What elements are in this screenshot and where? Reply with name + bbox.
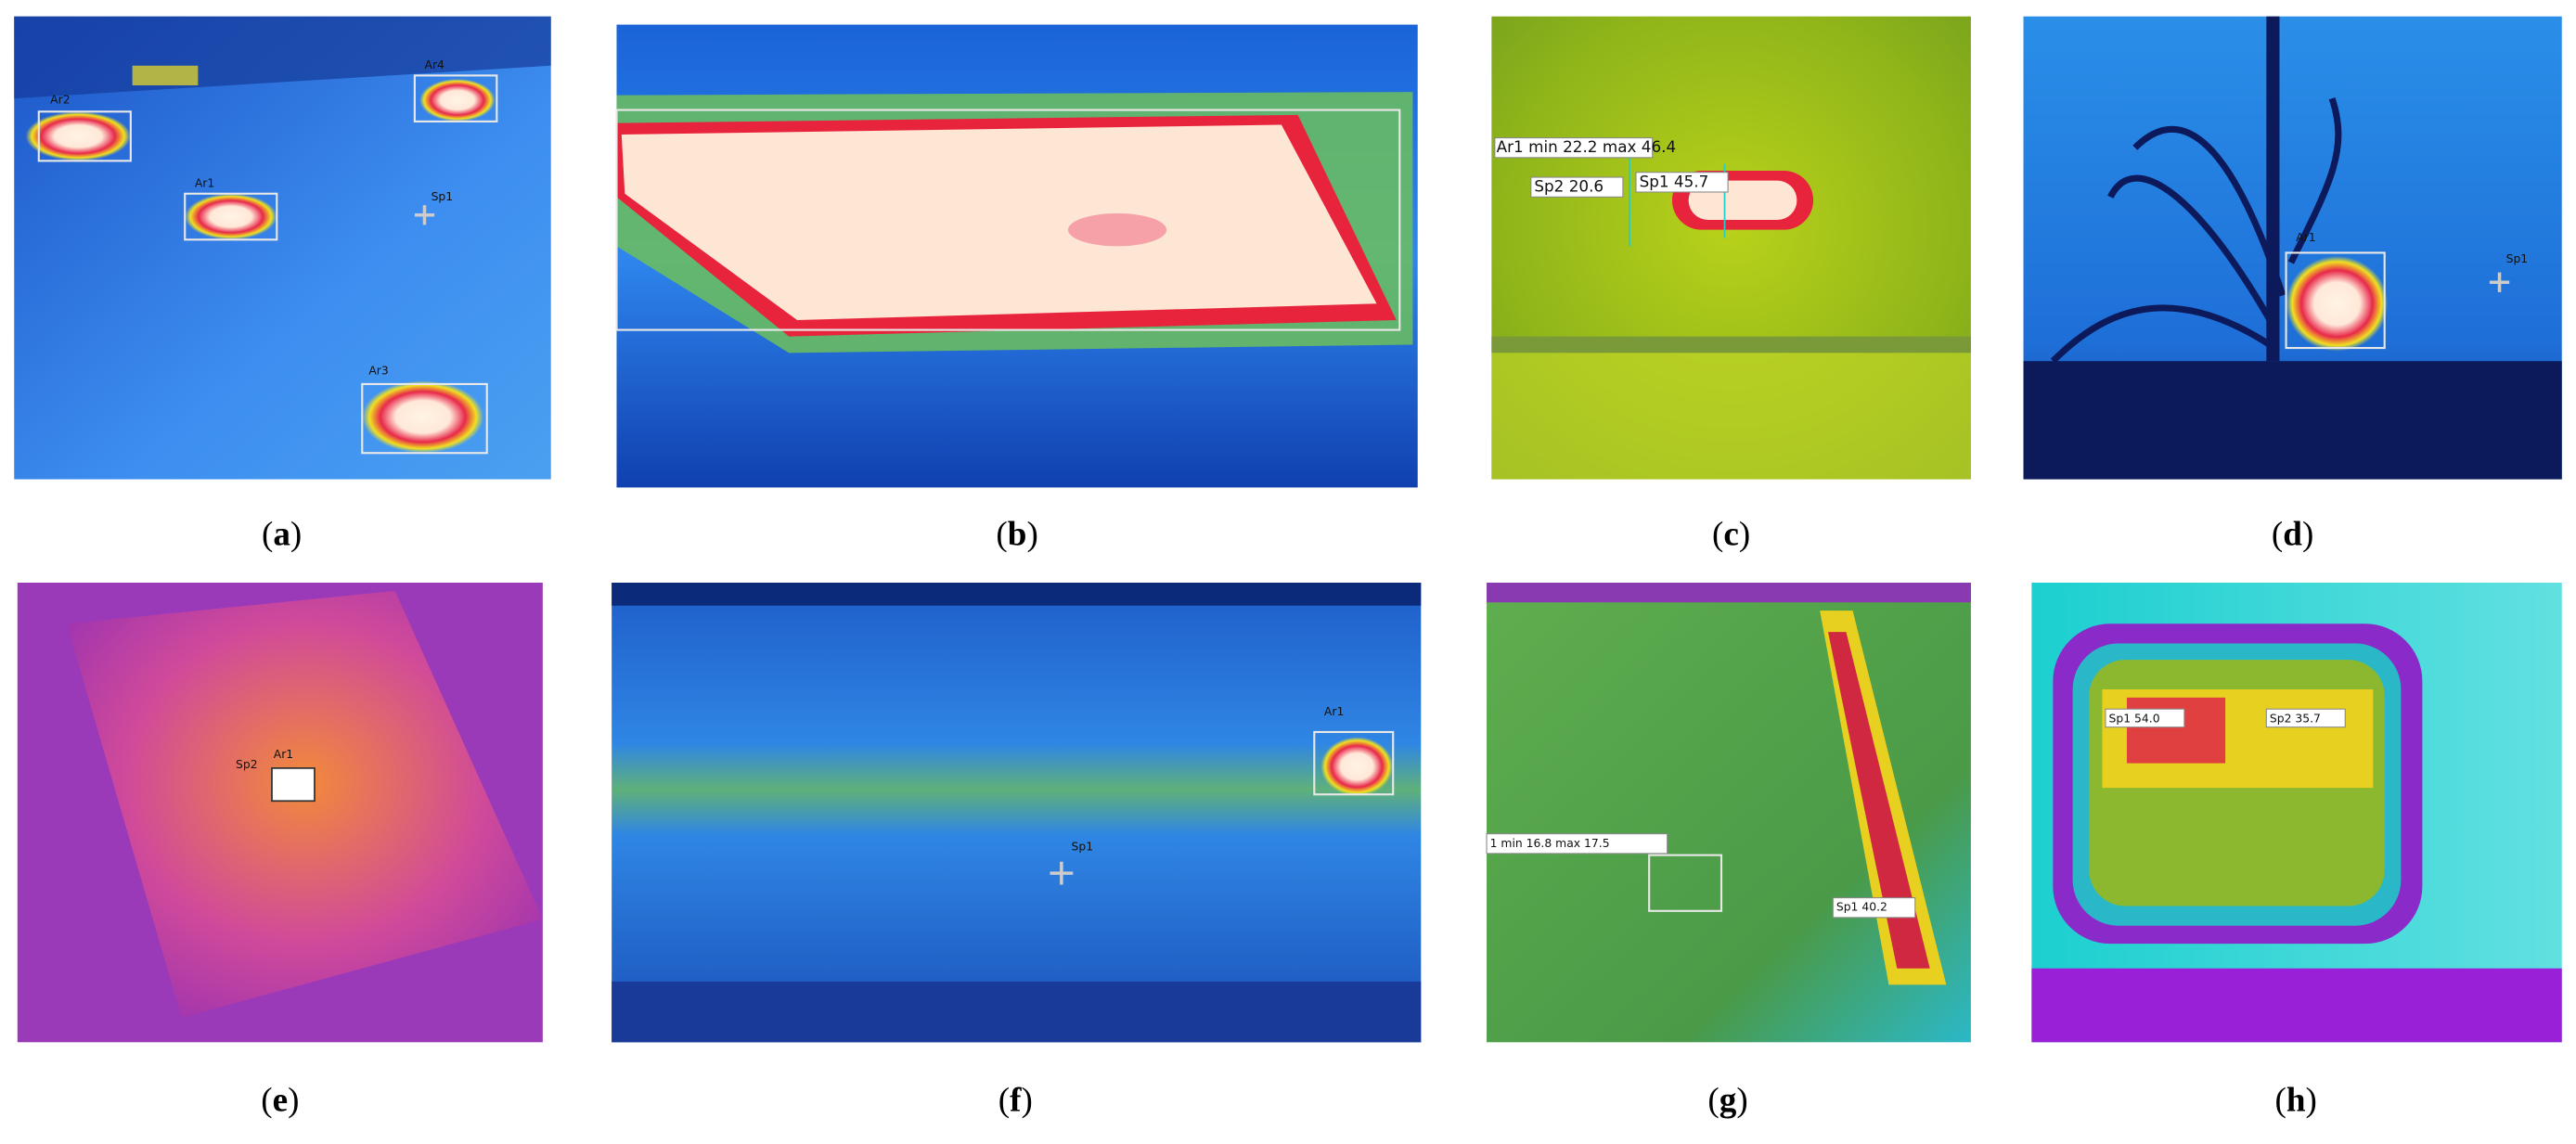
annotation: Sp1 [431, 190, 454, 203]
annotation: Sp1 45.7 [1640, 172, 1709, 190]
annotation: Sp1 [2506, 252, 2529, 265]
annotation: Ar1 [274, 748, 293, 761]
panel-label: (a) [262, 515, 302, 553]
annotation: Sp1 [1071, 840, 1093, 853]
annotation: Ar1 [1324, 705, 1344, 718]
panel-label: (c) [1712, 515, 1750, 553]
panel-h: Sp1 54.0 Sp2 35.7 [2031, 582, 2562, 1043]
annotation: 1 min 16.8 max 17.5 [1490, 837, 1610, 850]
panel-e: Sp2 Ar1 [17, 582, 543, 1043]
annotation: Ar3 [368, 364, 388, 377]
annotation: Sp2 20.6 [1534, 177, 1604, 196]
annotation: Ar1 min 22.2 max 46.4 [1497, 137, 1677, 156]
annotation: Sp1 54.0 [2109, 712, 2160, 725]
panel-b [615, 24, 1418, 488]
panel-a: Ar2 Ar4 Ar1 Sp1 Ar3 [14, 16, 551, 480]
panel-label: (e) [261, 1082, 299, 1120]
panel-c: Ar1 min 22.2 max 46.4 Sp2 20.6 Sp1 45.7 [1491, 16, 1971, 480]
panel-label: (f) [998, 1082, 1033, 1120]
panel-g: 1 min 16.8 max 17.5 Sp1 40.2 [1486, 582, 1971, 1043]
panel-label: (h) [2274, 1082, 2316, 1120]
annotation: Sp2 35.7 [2270, 712, 2321, 725]
annotation: Ar1 [2296, 231, 2315, 244]
annotation: Sp2 [236, 758, 258, 771]
panel-f: Ar1 Sp1 [612, 582, 1422, 1043]
panel-label: (b) [996, 515, 1037, 553]
annotation: Ar4 [425, 58, 445, 71]
panel-label: (d) [2272, 515, 2313, 553]
panel-label: (g) [1707, 1082, 1747, 1120]
annotation: Sp1 40.2 [1836, 901, 1887, 914]
annotation: Ar2 [50, 93, 70, 106]
annotation: Ar1 [195, 177, 214, 190]
panel-d: Ar1 Sp1 [2023, 16, 2562, 480]
